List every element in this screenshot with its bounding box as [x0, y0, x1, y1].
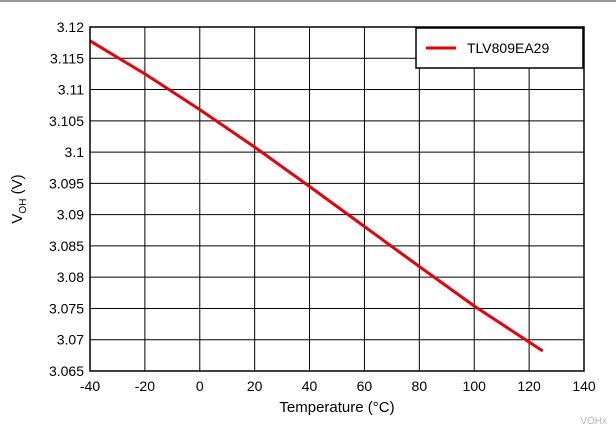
- x-tick-label: 20: [247, 378, 263, 394]
- y-tick-label: 3.095: [49, 175, 84, 191]
- watermark-label: VOHx: [580, 416, 607, 427]
- x-tick-label: 100: [463, 378, 487, 394]
- plot-frame: [89, 26, 585, 372]
- y-tick-label: 3.09: [57, 207, 84, 223]
- y-axis-label-main: V: [9, 214, 26, 224]
- y-tick-label: 3.08: [57, 269, 84, 285]
- y-tick-label: 3.105: [49, 113, 84, 129]
- grid: [89, 26, 585, 372]
- y-tick-label: 3.065: [49, 363, 84, 379]
- x-tick-label: 60: [357, 378, 373, 394]
- x-tick-label: 120: [517, 378, 541, 394]
- y-tick-label: 3.1: [65, 144, 85, 160]
- y-tick-label: 3.07: [57, 332, 84, 348]
- series-line: [89, 39, 544, 353]
- x-tick-label: -40: [80, 378, 100, 394]
- top-divider: [0, 0, 616, 2]
- x-axis-label: Temperature (°C): [279, 399, 394, 416]
- y-tick-label: 3.075: [49, 300, 84, 316]
- y-tick-label: 3.115: [50, 50, 84, 66]
- x-tick-label: 0: [196, 378, 204, 394]
- y-tick-label: 3.085: [49, 238, 84, 254]
- x-tick-label: 40: [302, 378, 318, 394]
- y-tick-label: 3.11: [58, 82, 84, 98]
- y-tick-label: 3.12: [57, 19, 84, 35]
- x-tick-label: 80: [412, 378, 428, 394]
- y-axis-label-subscript: OH: [18, 199, 29, 214]
- legend-label: TLV809EA29: [467, 40, 549, 56]
- series-layer: [89, 39, 544, 353]
- x-tick-label: 140: [572, 378, 596, 394]
- x-tick-label: -20: [135, 378, 155, 394]
- y-axis-label: VOH (V): [9, 174, 29, 223]
- tick-labels: -40 -20 0 20 40 60 80 100 120 140 3.065 3.07 3.075 3.…: [49, 19, 596, 394]
- y-axis-label-unit: (V): [9, 174, 26, 198]
- legend: TLV809EA29: [415, 27, 584, 69]
